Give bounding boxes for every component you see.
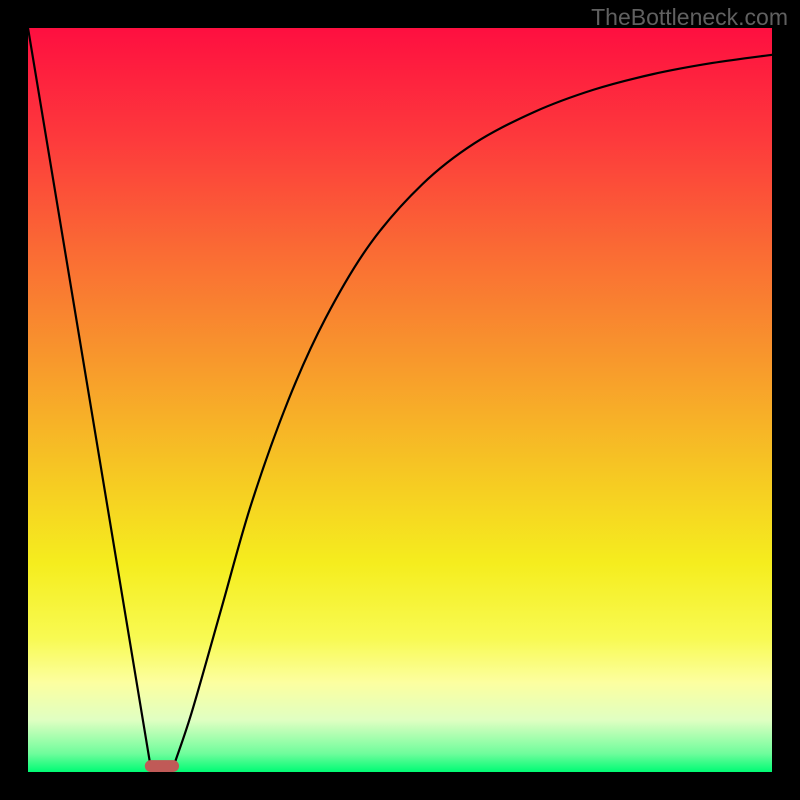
bottleneck-chart: [0, 0, 800, 800]
bottleneck-marker: [145, 760, 179, 772]
watermark-text: TheBottleneck.com: [591, 4, 788, 31]
chart-container: TheBottleneck.com: [0, 0, 800, 800]
plot-background: [28, 28, 772, 772]
